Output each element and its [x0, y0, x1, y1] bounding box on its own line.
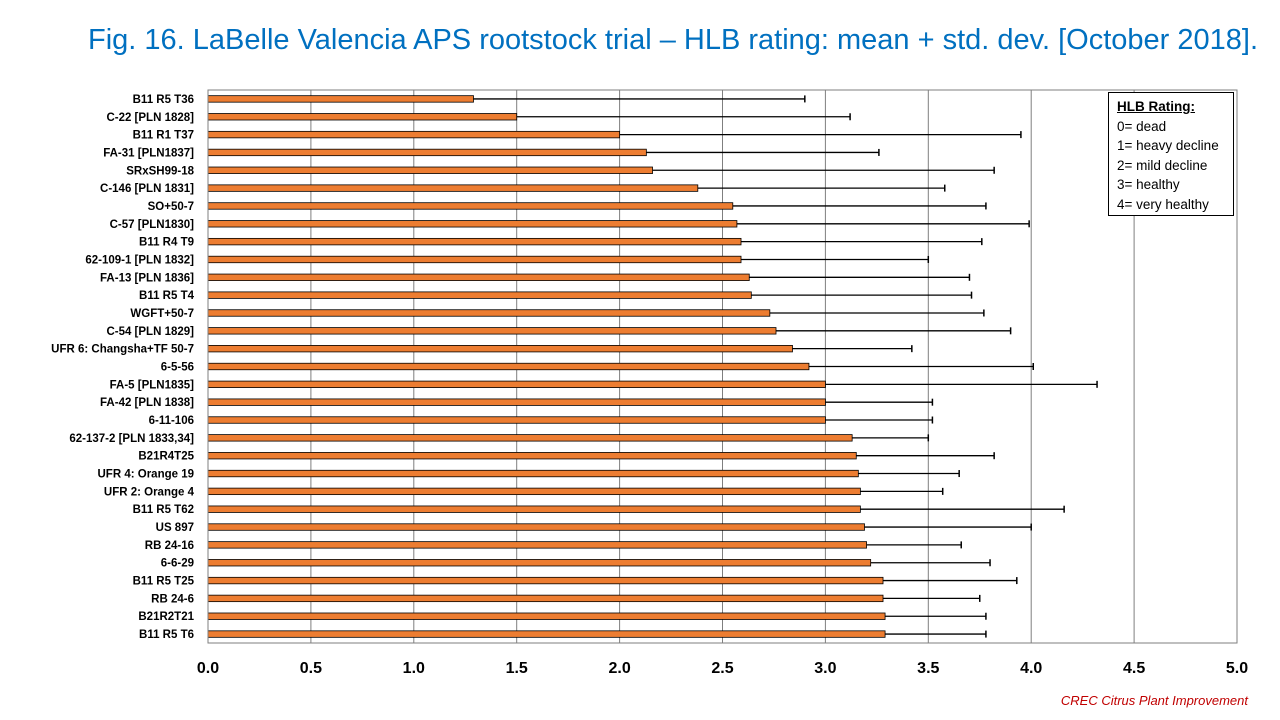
category-label: B11 R5 T4: [139, 290, 195, 302]
category-label: FA-42 [PLN 1838]: [100, 397, 194, 409]
legend: HLB Rating: 0= dead 1= heavy decline 2= …: [1108, 92, 1234, 216]
category-label: B11 R5 T6: [139, 629, 194, 641]
bar: [207, 220, 738, 228]
category-label: 6-5-56: [161, 362, 194, 374]
bar: [207, 327, 777, 335]
x-tick-label: 4.0: [1020, 660, 1042, 677]
x-tick-label: 4.5: [1123, 660, 1145, 677]
category-label: FA-5 [PLN1835]: [110, 379, 195, 391]
bar: [207, 523, 865, 531]
category-label: B11 R5 T25: [133, 576, 195, 588]
category-label: C-22 [PLN 1828]: [106, 112, 194, 124]
category-label: RB 24-16: [145, 540, 194, 552]
bar: [207, 380, 826, 388]
legend-title: HLB Rating:: [1117, 99, 1195, 114]
x-tick-label: 1.5: [506, 660, 528, 677]
legend-item: 4= very healthy: [1117, 196, 1209, 212]
bar: [207, 130, 621, 139]
bar: [207, 113, 518, 121]
category-label: UFR 4: Orange 19: [98, 469, 195, 481]
bar: [207, 505, 861, 513]
category-label: SRxSH99-18: [126, 165, 194, 177]
legend-item: 2= mild decline: [1117, 157, 1208, 173]
category-label: FA-13 [PLN 1836]: [100, 272, 194, 284]
category-label: C-54 [PLN 1829]: [106, 326, 194, 338]
legend-item: 0= dead: [1117, 119, 1167, 134]
bar: [207, 273, 750, 281]
x-tick-label: 1.0: [403, 660, 425, 677]
bar: [207, 416, 826, 424]
bar: [207, 469, 859, 478]
bar: [207, 345, 793, 353]
category-label: 6-11-106: [149, 415, 194, 427]
category-label: C-57 [PLN1830]: [110, 219, 195, 231]
bar: [207, 184, 699, 192]
bar: [207, 362, 810, 371]
bar: [207, 452, 857, 460]
category-label: UFR 6: Changsha+TF 50-7: [51, 344, 194, 356]
category-label: B11 R5 T62: [133, 504, 194, 516]
x-tick-label: 3.5: [917, 660, 939, 677]
bar: [207, 434, 853, 442]
bar: [207, 398, 826, 406]
category-label: C-146 [PLN 1831]: [100, 183, 194, 195]
category-label: B21R2T21: [138, 611, 194, 623]
category-label: 62-109-1 [PLN 1832]: [85, 254, 194, 266]
x-tick-label: 3.0: [814, 660, 836, 677]
bar: [207, 148, 647, 157]
category-label: B11 R4 T9: [139, 237, 194, 249]
x-tick-label: 0.5: [300, 660, 322, 677]
category-label: US 897: [156, 522, 194, 534]
bar: [207, 291, 752, 299]
bar: [207, 95, 474, 103]
bar: [207, 594, 884, 603]
bar: [207, 202, 734, 210]
x-tick-label: 2.5: [711, 660, 733, 677]
category-label: B11 R5 T36: [133, 94, 194, 106]
bar: [207, 487, 861, 496]
credit-text: CREC Citrus Plant Improvement: [1060, 693, 1248, 708]
bar: [207, 166, 653, 174]
x-tick-label: 5.0: [1226, 660, 1248, 677]
x-tick-label: 2.0: [608, 660, 630, 677]
bar: [207, 255, 742, 264]
category-label: RB 24-6: [151, 593, 194, 605]
bar: [207, 630, 886, 638]
category-label: 6-6-29: [161, 558, 194, 570]
legend-item: 3= healthy: [1117, 177, 1180, 193]
bar: [207, 576, 884, 585]
x-tick-label: 0.0: [197, 660, 219, 677]
bar: [207, 612, 886, 620]
bar: [207, 559, 872, 567]
category-label: FA-31 [PLN1837]: [103, 147, 194, 159]
category-label: B11 R1 T37: [133, 130, 194, 142]
category-label: UFR 2: Orange 4: [104, 486, 195, 498]
category-label: WGFT+50-7: [130, 308, 194, 320]
legend-item: 1= heavy decline: [1117, 138, 1219, 154]
bar: [207, 309, 771, 317]
bar: [207, 541, 867, 549]
category-label: SO+50-7: [148, 201, 194, 213]
category-label: 62-137-2 [PLN 1833,34]: [69, 433, 194, 445]
chart-title: Fig. 16. LaBelle Valencia APS rootstock …: [88, 24, 1259, 56]
bar: [207, 237, 742, 246]
category-label: B21R4T25: [138, 451, 194, 463]
